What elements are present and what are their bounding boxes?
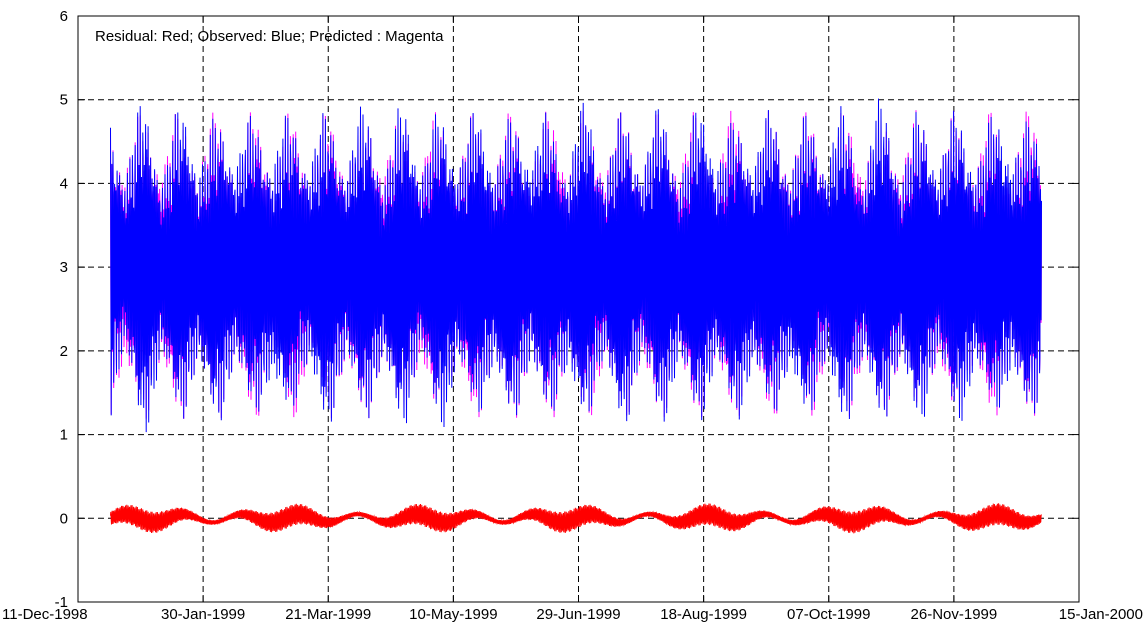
- y-tick-label: 1: [60, 427, 68, 444]
- y-tick-label: 5: [60, 92, 68, 109]
- y-tick-label: 6: [60, 8, 68, 25]
- observed-series: [110, 98, 1042, 433]
- y-tick-label: 3: [60, 259, 68, 276]
- residual-line: [110, 503, 1042, 534]
- y-tick-label: -1: [55, 594, 68, 611]
- x-tick-label: 07-Oct-1999: [787, 606, 870, 623]
- x-tick-label: 18-Aug-1999: [660, 606, 747, 623]
- x-tick-label: 26-Nov-1999: [911, 606, 998, 623]
- legend-text: Residual: Red; Observed: Blue; Predicted…: [95, 28, 444, 45]
- residual-series: [110, 503, 1042, 534]
- observed-line: [110, 98, 1042, 433]
- x-tick-label: 30-Jan-1999: [161, 606, 245, 623]
- y-tick-label: 0: [60, 510, 68, 527]
- x-tick-label: 29-Jun-1999: [536, 606, 620, 623]
- x-tick-label: 15-Jan-2000: [1059, 606, 1143, 623]
- x-tick-label: 21-Mar-1999: [285, 606, 371, 623]
- y-axis: -1 0 1 2 3 4 5 6: [55, 8, 1079, 611]
- x-tick-label: 11-Dec-1998: [2, 606, 88, 623]
- x-axis: 11-Dec-1998 30-Jan-1999 21-Mar-1999 10-May-…: [2, 16, 1143, 623]
- x-tick-label: 10-May-1999: [409, 606, 497, 623]
- y-tick-label: 4: [60, 175, 68, 192]
- y-tick-label: 2: [60, 343, 68, 360]
